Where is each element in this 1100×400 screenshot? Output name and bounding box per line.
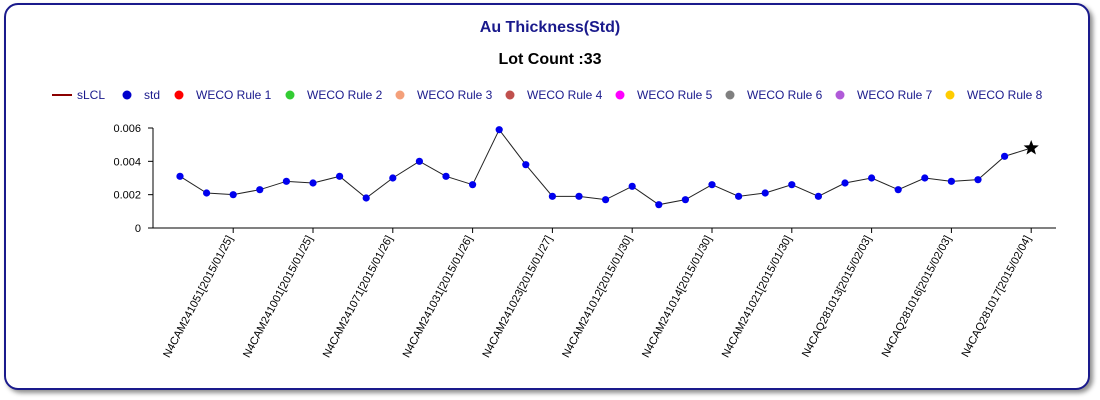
legend-label: WECO Rule 1 <box>196 88 272 102</box>
legend-label: WECO Rule 6 <box>747 88 823 102</box>
legend-item: WECO Rule 8 <box>945 88 1043 102</box>
y-tick-label: 0.004 <box>113 156 141 168</box>
data-point <box>708 181 716 189</box>
x-tick-label: N4CAM241012[2015/01/30] <box>560 234 635 360</box>
data-point <box>256 186 264 194</box>
legend-dot-swatch <box>945 90 955 100</box>
legend-label: WECO Rule 2 <box>307 88 383 102</box>
legend-item: WECO Rule 7 <box>835 88 933 102</box>
data-point <box>389 174 397 182</box>
data-point-star <box>1023 140 1039 155</box>
data-point <box>575 192 583 200</box>
data-point <box>868 174 876 182</box>
data-point <box>495 126 503 134</box>
legend-label: WECO Rule 3 <box>417 88 493 102</box>
y-tick-label: 0.002 <box>113 190 141 202</box>
legend-dot-swatch <box>395 90 405 100</box>
data-point <box>788 181 796 189</box>
legend-dot-swatch <box>725 90 735 100</box>
legend-label: WECO Rule 5 <box>637 88 713 102</box>
data-point <box>921 174 929 182</box>
data-point <box>282 177 290 185</box>
data-point <box>522 161 530 169</box>
data-point <box>362 194 370 202</box>
legend-dot-swatch <box>285 90 295 100</box>
data-point <box>229 191 237 199</box>
series-line-std <box>179 128 1032 206</box>
x-tick-label: N4CAM241021[2015/01/30] <box>720 234 795 360</box>
data-point <box>415 157 423 165</box>
chart-frame <box>4 3 1090 390</box>
legend-dot-swatch <box>174 90 184 100</box>
x-tick-label: N4CAM241001[2015/01/25] <box>241 234 316 360</box>
y-tick-label: 0.006 <box>113 123 141 135</box>
data-point <box>735 192 743 200</box>
legend-label: WECO Rule 7 <box>857 88 933 102</box>
data-point <box>602 196 610 204</box>
legend-item: std <box>122 88 160 102</box>
x-tick-label: N4CAM241051[2015/01/25] <box>161 234 236 360</box>
legend-dot-swatch <box>122 90 132 100</box>
data-point <box>655 201 663 209</box>
x-tick-label: N4CAM241031[2015/01/26] <box>401 234 476 360</box>
x-tick-label: N4CAM241071[2015/01/26] <box>321 234 396 360</box>
data-point <box>681 196 690 204</box>
data-point <box>548 192 557 200</box>
data-point <box>974 176 982 184</box>
legend-item: WECO Rule 2 <box>285 88 383 102</box>
data-point <box>176 172 184 180</box>
legend-item: WECO Rule 3 <box>395 88 493 102</box>
legend-label: sLCL <box>77 88 105 102</box>
legend-item: sLCL <box>52 88 105 102</box>
x-tick-label: N4CAM241014[2015/01/30] <box>640 234 715 360</box>
x-tick-label: N4CAQ281016[2015/02/03] <box>880 234 954 360</box>
legend-label: WECO Rule 8 <box>967 88 1043 102</box>
legend: sLCL std WECO Rule 1 WECO Rule 2 WECO Rule 3… <box>52 88 1043 102</box>
legend-label: std <box>144 88 160 102</box>
plot-area <box>176 126 1039 209</box>
data-point <box>309 179 317 187</box>
legend-dot-swatch <box>835 90 845 100</box>
x-tick-label: N4CAQ281017[2015/02/04] <box>960 234 1034 360</box>
data-point <box>1001 152 1009 160</box>
x-tick-label: N4CAQ281013[2015/02/03] <box>800 234 874 360</box>
legend-item: WECO Rule 4 <box>505 88 603 102</box>
legend-dot-swatch <box>615 90 625 100</box>
chart-title: Au Thickness(Std) <box>479 19 621 36</box>
data-point <box>336 172 344 180</box>
legend-label: WECO Rule 4 <box>527 88 603 102</box>
data-point <box>469 181 477 189</box>
data-point <box>628 182 636 190</box>
legend-item: WECO Rule 1 <box>174 88 272 102</box>
data-point <box>947 177 956 185</box>
data-point <box>814 192 823 200</box>
data-point <box>841 179 849 187</box>
x-tick-label: N4CAM241023[2015/01/27] <box>480 234 555 360</box>
legend-dot-swatch <box>505 90 515 100</box>
legend-item: WECO Rule 5 <box>615 88 713 102</box>
legend-item: WECO Rule 6 <box>725 88 823 102</box>
data-point <box>442 172 450 180</box>
data-point <box>203 189 211 197</box>
data-point <box>894 186 902 194</box>
data-point <box>761 189 769 197</box>
y-tick-label: 0 <box>135 223 141 235</box>
chart-subtitle: Lot Count :33 <box>498 51 602 68</box>
